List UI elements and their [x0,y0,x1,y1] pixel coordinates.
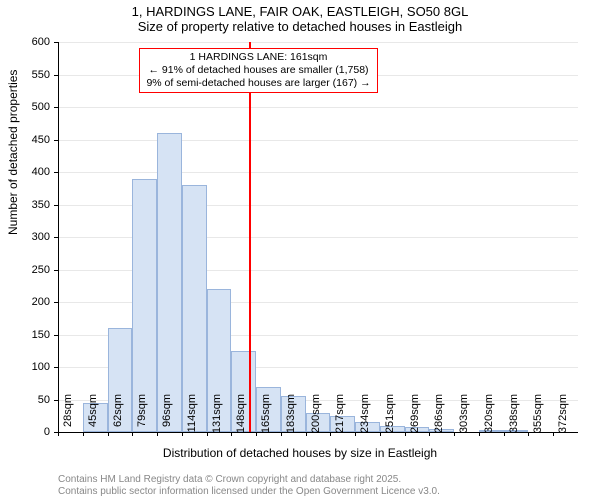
grid-line [58,42,578,43]
y-tick-label: 0 [10,426,50,438]
y-tick-label: 450 [10,134,50,146]
y-tick-label: 100 [10,361,50,373]
y-tick-label: 350 [10,199,50,211]
plot-area: 05010015020025030035040045050055060028sq… [58,42,578,432]
annotation-line-3: 9% of semi-detached houses are larger (1… [146,77,370,90]
x-axis-line [58,432,578,433]
annotation-box: 1 HARDINGS LANE: 161sqm ← 91% of detache… [139,48,377,93]
chart-container: 1, HARDINGS LANE, FAIR OAK, EASTLEIGH, S… [0,0,600,500]
title-line-1: 1, HARDINGS LANE, FAIR OAK, EASTLEIGH, S… [0,0,600,19]
grid-line [58,140,578,141]
y-axis-line [58,42,59,432]
grid-line [58,172,578,173]
footer-line-1: Contains HM Land Registry data © Crown c… [58,474,440,486]
histogram-bar [157,133,182,432]
y-tick-label: 250 [10,264,50,276]
y-tick-label: 50 [10,394,50,406]
y-tick-label: 300 [10,231,50,243]
annotation-line-2: ← 91% of detached houses are smaller (1,… [146,64,370,77]
y-tick-label: 600 [10,36,50,48]
annotation-line-1: 1 HARDINGS LANE: 161sqm [146,51,370,64]
y-tick-label: 400 [10,166,50,178]
footer-line-2: Contains public sector information licen… [58,486,440,498]
grid-line [58,107,578,108]
y-tick-label: 200 [10,296,50,308]
y-tick-label: 500 [10,101,50,113]
x-axis-label: Distribution of detached houses by size … [0,446,600,460]
title-line-2: Size of property relative to detached ho… [0,19,600,34]
y-tick-label: 550 [10,69,50,81]
footer-attribution: Contains HM Land Registry data © Crown c… [58,474,440,498]
marker-line [249,42,251,432]
y-tick-label: 150 [10,329,50,341]
